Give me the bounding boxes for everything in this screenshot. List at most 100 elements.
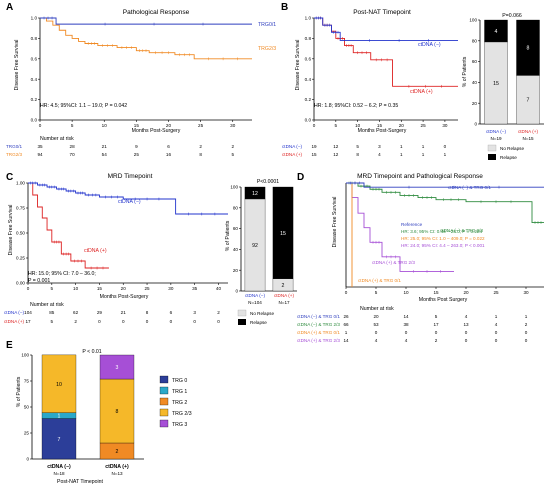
panel-c-xtick-label: 30 [168, 286, 174, 291]
panel-d-risk-row-label: ctDNA (+) & TRG 2/3 [297, 338, 340, 343]
panel-a-ytick-label: 0.6 [31, 56, 38, 61]
panel-d-risk-cell: 0 [525, 338, 528, 343]
panel-a-risk-cell: 54 [102, 152, 108, 157]
panel-b-stats: HR: 1.8; 95%CI: 0.52 – 6.2; P = 0.35 [314, 103, 398, 109]
panel-d-xtick-label: 25 [493, 290, 499, 295]
panel-b-risk-cell: 4 [378, 152, 381, 157]
panel-a-ytick-label: 0.2 [31, 97, 38, 102]
panel-d-risk-cell: 4 [465, 314, 468, 319]
panel-c-bar-n-neg: N=104 [248, 300, 262, 305]
panel-c-xtick-label: 40 [216, 286, 222, 291]
panel-c-risk-cell: 21 [121, 310, 127, 315]
panel-c-risk-table: ctDNA (−) 104 85 62 29 21 8 6 3 2 ctDNA (+) 17 5 2 0 0 0… [4, 310, 220, 324]
panel-d-risk-cell: 4 [495, 322, 498, 327]
panel-a-ytick-label: 0.8 [31, 36, 38, 41]
panel-e: E P < 0.01 % of Patients 0 25 50 75 100 7 1 10 2… [6, 340, 192, 485]
panel-c-risk-cell: 104 [24, 310, 32, 315]
panel-b-bar-ytick-label: 80 [472, 38, 478, 43]
panel-c-title: MRD Timepoint [108, 173, 153, 180]
panel-d-risk-title: Number at risk [360, 306, 394, 312]
panel-a-risk-table: TRG0/1 35 28 21 9 6 2 2 TRG2/3 94 70 54 25 16 8 5 [6, 144, 234, 157]
panel-d-risk-cell: 26 [343, 314, 349, 319]
panel-e-legend-label: TRG 2/3 [172, 411, 192, 417]
panel-c-bar-ytick-label: 40 [233, 247, 239, 252]
panel-e-ytick-label: 0 [26, 457, 29, 462]
panel-d-risk-cell: 0 [405, 330, 408, 335]
panel-e-bar-n-pos: N=13 [111, 471, 123, 476]
panel-b-bar-n-neg: N=19 [490, 136, 502, 141]
panel-b-ytick-label: 0.6 [305, 56, 312, 61]
panel-d-risk-cell: 20 [373, 314, 379, 319]
panel-b-letter: B [281, 2, 288, 13]
panel-d-risk-cell: 1 [345, 330, 348, 335]
panel-c-ytick-label: 1.00 [16, 181, 25, 186]
panel-d-xtick-label: 20 [463, 290, 469, 295]
panel-c-bar-ytick-label: 100 [230, 185, 238, 190]
panel-c-bar-bar-segment [244, 186, 266, 200]
panel-c: C MRD Timepoint Disease Free Survival 0 5… [4, 172, 297, 325]
panel-c-risk-cell: 2 [217, 310, 220, 315]
panel-c-xtick-label: 25 [144, 286, 150, 291]
panel-d-risk-row-label: ctDNA (−) & TRG 2/3 [297, 322, 340, 327]
panel-c-risk-cell: 0 [146, 319, 149, 324]
panel-b-legend-neg: ctDNA (−) [418, 42, 441, 48]
panel-d-xtick-label: 30 [523, 290, 529, 295]
panel-d-risk-cell: 0 [465, 338, 468, 343]
panel-b-series-pos [314, 17, 458, 87]
panel-e-legend-label: TRG 1 [172, 389, 187, 395]
panel-c-stats: HR: 15.0; 95% CI: 7.0 – 36.0; [28, 271, 96, 277]
panel-d-series-pos-trg01 [346, 182, 353, 287]
panel-b-bar-label-pos: ctDNA (+) [518, 129, 539, 134]
panel-e-bar-label: 7 [58, 437, 61, 443]
panel-a-xtick-label: 5 [71, 123, 74, 128]
panel-b-ytick-label: 0.4 [305, 77, 312, 82]
panel-b-xtick-label: 20 [399, 123, 405, 128]
panel-b-risk-cell: 8 [356, 152, 359, 157]
panel-c-risk-cell: 0 [217, 319, 220, 324]
panel-b-xtick-label: 10 [355, 123, 361, 128]
panel-d-risk-cell: 4 [375, 338, 378, 343]
panel-c-legend-swatch-norelapse [237, 309, 247, 317]
panel-b-bar-chart: 0 20 40 60 80 100 15 4 7 8 [469, 18, 544, 127]
panel-c-risk-cell: 0 [170, 319, 173, 324]
panel-a-letter: A [6, 2, 13, 13]
panel-c-bar-ytick-label: 60 [233, 226, 239, 231]
panel-d-risk-cell: 66 [343, 322, 349, 327]
panel-d-xtick-label: 0 [345, 290, 348, 295]
panel-a-xtick-label: 30 [230, 123, 236, 128]
panel-d-risk-cell: 13 [463, 322, 469, 327]
panel-b-legend-swatch-relapse [488, 154, 496, 160]
panel-d-risk-cell: 0 [495, 338, 498, 343]
panel-c-bar-label-pos: ctDNA (+) [274, 293, 295, 298]
panel-c-xtick-label: 20 [121, 286, 127, 291]
panel-a-xlabel: Months Post-Surgery [132, 128, 181, 134]
panel-e-xlabel: Post-NAT Timepoint [57, 479, 103, 485]
panel-b-bar-bar-label: 8 [527, 46, 530, 52]
panel-d: D MRD Timepoint and Pathological Respons… [297, 172, 544, 343]
panel-b-risk-cell: 0 [444, 144, 447, 149]
panel-c-xtick-label: 0 [27, 286, 30, 291]
panel-c-risk-cell: 85 [49, 310, 55, 315]
panel-d-hr-3: HR: 24.0; 95% CI: 4.4 – 263.0; P < 0.001 [401, 243, 485, 248]
panel-a-xtick-label: 25 [198, 123, 204, 128]
panel-a-legend-trg23: TRG2/3 [258, 46, 276, 52]
panel-a-series-trg01 [40, 17, 252, 25]
panel-d-risk-cell: 0 [435, 330, 438, 335]
panel-c-xlabel: Months Post-Surgery [100, 294, 149, 300]
panel-a: A Pathological Response Disease Free Sur… [6, 2, 276, 157]
panel-b-bar-bar-segment [516, 19, 540, 76]
panel-b-risk-cell: 1 [400, 152, 403, 157]
panel-e-legend-label: TRG 2 [172, 400, 187, 406]
panel-e-bar-chart: 0 25 50 75 100 7 1 10 2 8 3 [21, 353, 144, 462]
panel-e-bar-label: 1 [58, 414, 61, 420]
panel-a-risk-cell: 21 [102, 144, 108, 149]
panel-a-xtick-label: 10 [102, 123, 108, 128]
panel-b-xtick-label: 0 [313, 123, 316, 128]
panel-c-bar-n-pos: N=17 [278, 300, 290, 305]
panel-b-risk-cell: 1 [422, 144, 425, 149]
panel-c-bar-pvalue: P<0.0001 [257, 179, 279, 185]
panel-c-bar-bar-segment [272, 186, 294, 279]
panel-e-ytick-label: 50 [24, 405, 30, 410]
panel-b-bar-bar-label: 4 [495, 29, 498, 35]
